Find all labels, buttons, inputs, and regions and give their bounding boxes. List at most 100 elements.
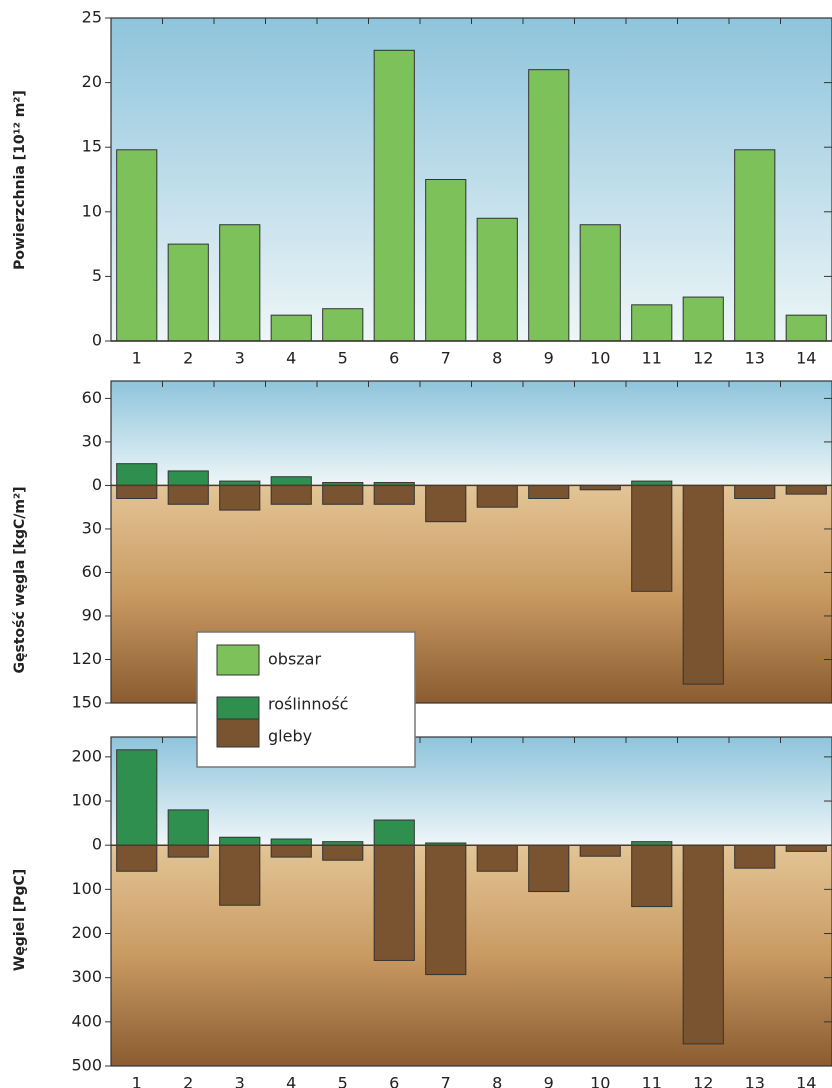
bar [476,844,518,872]
plot-frame [110,17,832,342]
bar [167,484,209,505]
y-tick-label: 60 [82,562,102,581]
bar [682,484,724,685]
x-tick-label: 4 [286,349,296,368]
y-tick-label: 200 [71,923,102,942]
x-tick-label: 1 [132,349,142,368]
bar [270,838,312,846]
x-tick-label: 5 [338,349,348,368]
bar [631,844,673,908]
legend-label: obszar [268,650,321,669]
legend-label: gleby [268,727,312,746]
y-axis-title: Powierzchnia [10¹² m²] [12,90,28,270]
x-tick-label: 14 [796,1074,816,1088]
bar [425,179,467,342]
x-tick-label: 5 [338,1074,348,1088]
y-tick-label: 400 [71,1011,102,1030]
y-axis-title: Węgiel [PgC] [12,869,28,971]
x-tick-label: 3 [235,1074,245,1088]
bar [322,308,364,342]
bar [528,484,570,499]
x-tick-label: 7 [441,1074,451,1088]
y-tick-label: 100 [71,879,102,898]
bar [116,749,158,846]
bar [219,224,261,342]
soil-background [111,845,832,1066]
y-tick-label: 60 [82,388,102,407]
bar [528,69,570,342]
y-tick-label: 10 [82,201,102,220]
legend: obszar roślinność gleby [196,631,416,768]
bar [167,844,209,858]
x-tick-label: 11 [642,349,662,368]
bar [322,844,364,861]
bar [373,484,415,505]
legend-swatch [216,696,260,720]
legend-swatch [216,644,260,676]
sky-background [111,381,832,486]
x-tick-label: 12 [693,349,713,368]
plot-frame [110,736,832,1067]
bar [785,484,827,495]
x-tick-label: 1 [132,1074,142,1088]
x-tick-label: 7 [441,349,451,368]
bar [219,484,261,511]
x-tick-label: 3 [235,349,245,368]
x-tick-label: 2 [183,349,193,368]
y-tick-label: 0 [92,331,102,350]
plot-frame [110,380,832,704]
bar [116,484,158,499]
bar [270,484,312,505]
bar [373,844,415,961]
y-tick-label: 120 [71,649,102,668]
bar [373,819,415,846]
x-tick-label: 6 [389,349,399,368]
x-tick-label: 10 [590,349,610,368]
bar [425,484,467,523]
y-tick-label: 30 [82,431,102,450]
bar [528,844,570,893]
x-tick-label: 13 [745,349,765,368]
x-tick-label: 9 [544,1074,554,1088]
x-tick-label: 12 [693,1074,713,1088]
bar [579,844,621,857]
x-tick-label: 2 [183,1074,193,1088]
bar [579,224,621,342]
bar [785,844,827,852]
y-tick-label: 5 [92,266,102,285]
legend-swatch [216,718,260,748]
bar [785,314,827,342]
bar [167,809,209,846]
bar [734,844,776,869]
x-tick-label: 10 [590,1074,610,1088]
bar [219,844,261,906]
bar [219,836,261,846]
y-axis-title: Gęstość węgla [kgC/m²] [12,487,28,674]
bar [476,217,518,342]
y-tick-label: 150 [71,693,102,712]
bar [425,844,467,976]
x-tick-label: 14 [796,349,816,368]
sky-background [111,18,832,341]
bar [631,304,673,342]
bar [631,484,673,592]
bar [270,844,312,858]
bar [373,49,415,342]
y-tick-label: 25 [82,8,102,27]
bar [734,149,776,342]
x-tick-label: 6 [389,1074,399,1088]
bar [116,844,158,872]
y-tick-label: 20 [82,72,102,91]
y-tick-label: 100 [71,791,102,810]
bar [682,296,724,342]
x-tick-label: 13 [745,1074,765,1088]
x-tick-label: 8 [492,1074,502,1088]
bar [167,243,209,342]
bar [167,470,209,486]
bar [116,463,158,486]
y-tick-label: 300 [71,967,102,986]
x-tick-label: 4 [286,1074,296,1088]
